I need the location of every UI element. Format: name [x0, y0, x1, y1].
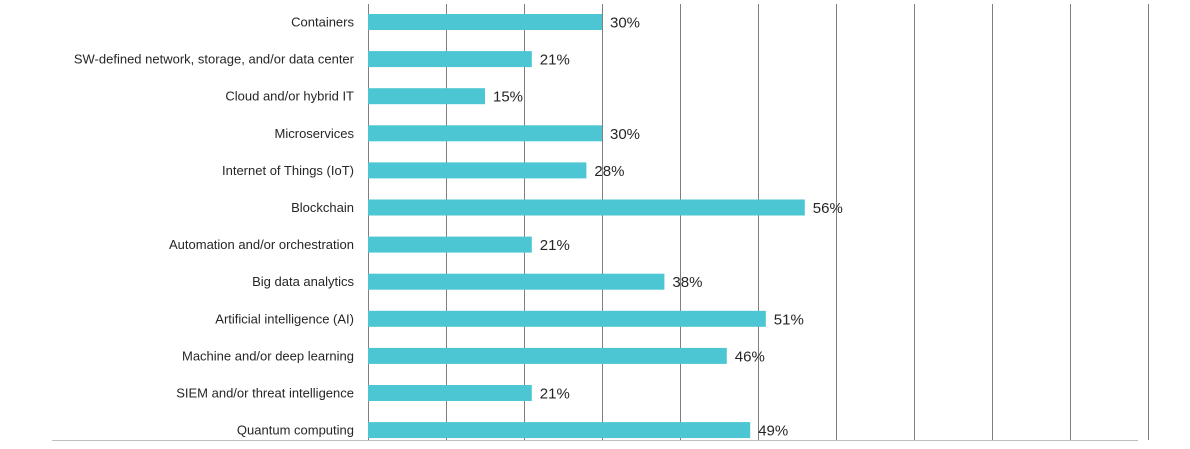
bar — [368, 199, 805, 216]
bar — [368, 51, 532, 68]
category-label: Quantum computing — [237, 423, 354, 438]
labels: Containers 30% SW-defined network, storage… — [74, 15, 843, 440]
category-label: Internet of Things (IoT) — [222, 163, 354, 178]
gridlines — [52, 4, 1149, 441]
bar — [368, 347, 727, 364]
category-label: Automation and/or orchestration — [169, 237, 354, 252]
data-label: 30% — [610, 15, 640, 32]
bar — [368, 14, 602, 30]
data-label: 21% — [540, 52, 570, 69]
bar — [368, 385, 532, 401]
category-label: Big data analytics — [252, 274, 354, 289]
category-label: Microservices — [275, 126, 355, 141]
data-label: 30% — [610, 126, 640, 143]
data-label: 49% — [758, 423, 788, 440]
category-label: SW-defined network, storage, and/or data… — [74, 52, 355, 67]
data-label: 21% — [540, 386, 570, 403]
bar — [368, 88, 485, 105]
bar — [368, 125, 602, 142]
bars — [368, 14, 805, 439]
data-label: 38% — [672, 274, 702, 291]
category-label: Machine and/or deep learning — [182, 348, 354, 363]
category-label: SIEM and/or threat intelligence — [176, 386, 354, 401]
data-label: 51% — [774, 311, 804, 328]
data-label: 21% — [540, 237, 570, 254]
bar — [368, 422, 751, 439]
bar — [368, 273, 665, 290]
data-label: 46% — [735, 348, 765, 365]
bar — [368, 236, 532, 253]
data-label: 15% — [493, 89, 523, 106]
bar — [368, 162, 587, 179]
data-label: 28% — [594, 163, 624, 180]
bar — [368, 310, 766, 327]
category-label: Blockchain — [291, 200, 354, 215]
category-label: Cloud and/or hybrid IT — [225, 89, 354, 104]
category-label: Containers — [291, 15, 354, 30]
data-label: 56% — [813, 200, 843, 217]
category-label: Artificial intelligence (AI) — [215, 311, 354, 326]
